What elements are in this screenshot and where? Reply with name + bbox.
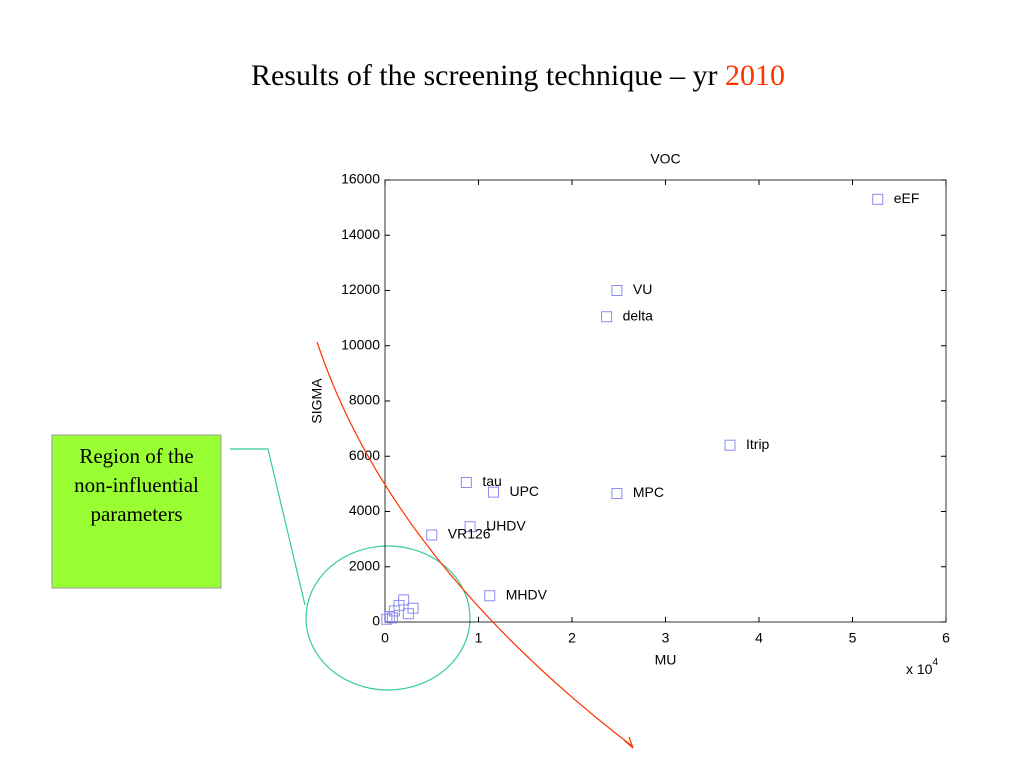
y-tick-label: 10000	[341, 336, 380, 352]
y-tick-label: 8000	[349, 392, 380, 408]
point-label: UHDV	[486, 517, 526, 533]
point	[426, 529, 438, 541]
plot: 0 2000 4000 6000 8000 10000 12000 14000 16000 0 1 2…	[309, 151, 950, 677]
x-axis-label: MU	[655, 652, 677, 668]
x-multiplier-exponent: 4	[932, 657, 938, 668]
point	[464, 521, 476, 533]
point-label: tau	[482, 473, 501, 489]
point	[872, 193, 884, 205]
x-tick-label: 5	[849, 630, 857, 646]
x-tick-label: 3	[662, 630, 670, 646]
callout-box	[51, 434, 222, 589]
point	[407, 602, 419, 614]
callout-wrap: Region of the non-influential parameters	[74, 444, 199, 526]
plot-frame	[384, 179, 947, 623]
callout-connector	[230, 448, 306, 606]
point-label: eEF	[894, 190, 920, 206]
point-label: MPC	[633, 484, 664, 500]
y-tick-label: 12000	[341, 281, 380, 297]
point-label: delta	[623, 307, 654, 323]
y-tick-label: 0	[372, 613, 380, 629]
x-multiplier-base: x 10	[906, 661, 933, 677]
region-ellipse	[305, 545, 471, 691]
title-text: Results of the screening technique – yr	[251, 59, 718, 92]
point	[724, 439, 736, 451]
y-tick-label: 6000	[349, 447, 380, 463]
y-tick-label: 4000	[349, 502, 380, 518]
boundary-arrow	[623, 736, 634, 749]
x-tick-label: 0	[381, 630, 389, 646]
point	[601, 311, 613, 323]
callout-text: Region of the non-influential parameters	[74, 444, 199, 526]
boundary-curve	[316, 341, 633, 747]
y-axis-label: SIGMA	[309, 378, 325, 424]
point	[484, 590, 496, 602]
y-tick-label: 16000	[341, 171, 380, 187]
point	[398, 594, 410, 606]
point	[381, 613, 393, 625]
y-tick-label: 2000	[349, 557, 380, 573]
point	[460, 476, 472, 488]
x-multiplier: x 104	[906, 657, 938, 677]
title-year: 2010	[725, 59, 785, 92]
x-tick-label: 6	[942, 630, 950, 646]
point	[611, 488, 623, 500]
x-tick-label: 1	[475, 630, 483, 646]
chart-title: VOC	[650, 151, 680, 167]
slide-title: Results of the screening technique – yr …	[251, 59, 785, 92]
point	[386, 612, 398, 624]
point-label: VU	[633, 281, 652, 297]
point-label: UPC	[509, 483, 539, 499]
point	[487, 486, 499, 498]
point-label: VR126	[448, 526, 491, 542]
x-tick-label: 4	[755, 630, 763, 646]
y-tick-label: 14000	[341, 226, 380, 242]
point-label: Itrip	[746, 436, 770, 452]
point-label: MHDV	[506, 586, 548, 602]
point	[611, 285, 623, 296]
x-tick-label: 2	[568, 630, 576, 646]
